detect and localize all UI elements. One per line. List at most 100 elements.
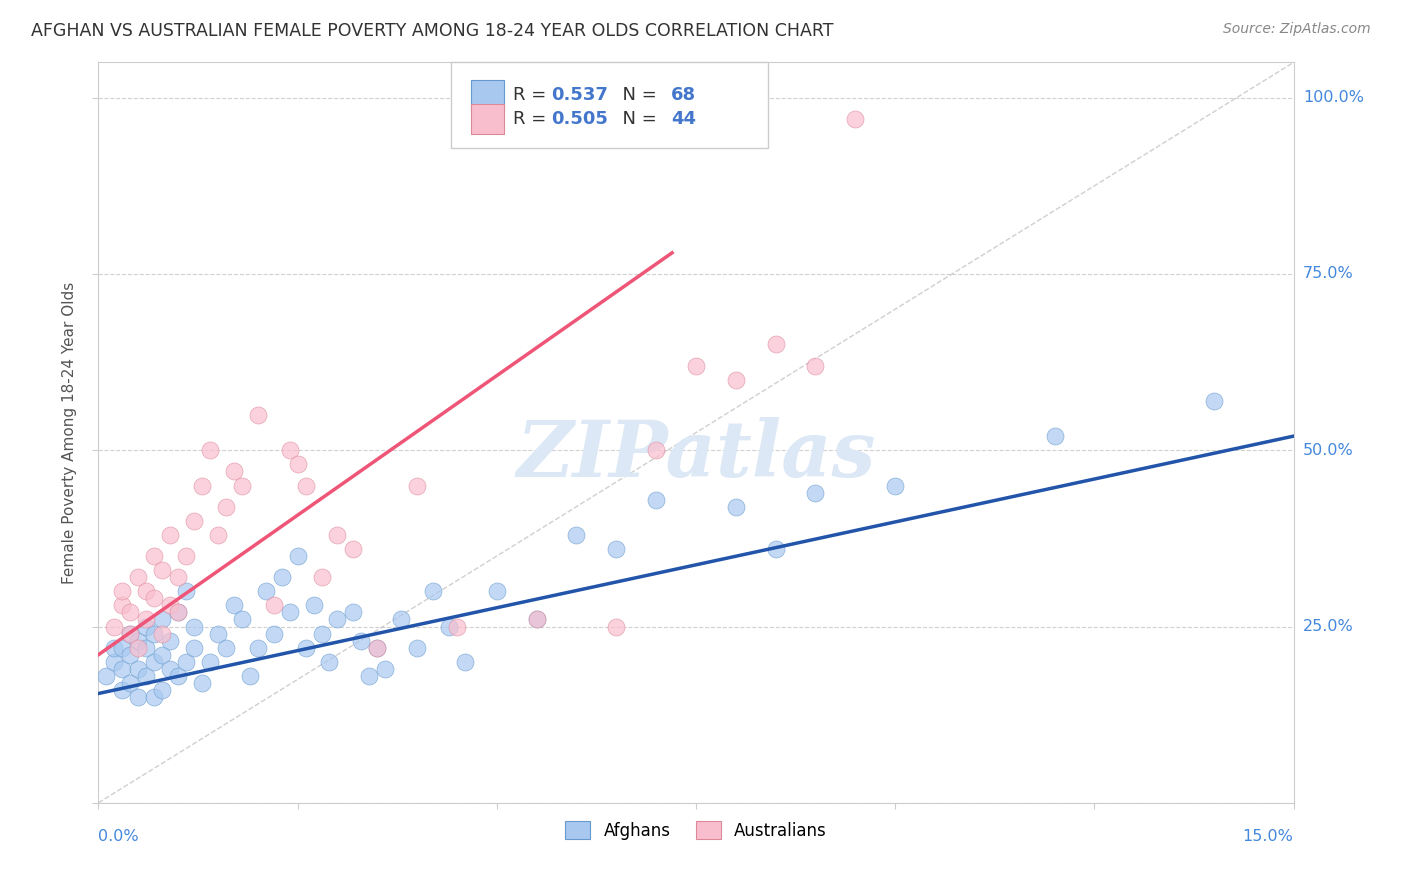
Point [231, 478, 253, 492]
Point [724, 500, 747, 514]
Point [222, 599, 245, 613]
Text: 68: 68 [671, 86, 696, 104]
Point [120, 626, 142, 640]
Text: 0.0%: 0.0% [98, 829, 139, 844]
Point [239, 669, 262, 683]
Point [150, 626, 173, 640]
Point [359, 669, 381, 683]
Point [437, 619, 460, 633]
Point [143, 549, 166, 563]
Point [765, 541, 787, 556]
Point [685, 359, 707, 373]
FancyBboxPatch shape [471, 80, 503, 110]
Point [287, 458, 309, 472]
Text: 0.537: 0.537 [551, 86, 609, 104]
Point [120, 606, 142, 620]
Point [135, 584, 157, 599]
Point [103, 619, 125, 633]
Text: R =: R = [513, 110, 553, 128]
Point [270, 570, 292, 584]
Point [278, 606, 301, 620]
Point [111, 662, 134, 676]
Point [246, 640, 269, 655]
Point [311, 626, 333, 640]
Point [150, 563, 173, 577]
Point [215, 500, 238, 514]
Point [111, 584, 134, 599]
Point [150, 683, 173, 698]
FancyBboxPatch shape [451, 62, 768, 147]
Point [804, 485, 827, 500]
Point [374, 662, 396, 676]
Text: R =: R = [513, 86, 553, 104]
Text: 75.0%: 75.0% [1303, 267, 1354, 282]
Point [765, 337, 787, 351]
Point [526, 612, 548, 626]
Point [454, 655, 477, 669]
Point [311, 570, 333, 584]
Point [645, 443, 668, 458]
Point [422, 584, 444, 599]
Point [111, 640, 134, 655]
Point [183, 640, 205, 655]
Point [318, 655, 340, 669]
Point [1202, 393, 1225, 408]
Point [645, 492, 668, 507]
Point [207, 528, 229, 542]
Point [884, 478, 907, 492]
Point [287, 549, 309, 563]
Point [724, 373, 747, 387]
Point [127, 690, 149, 704]
Point [350, 633, 373, 648]
Point [183, 514, 205, 528]
Point [167, 669, 190, 683]
Point [127, 570, 149, 584]
Point [844, 112, 866, 126]
Point [302, 599, 325, 613]
Text: 15.0%: 15.0% [1243, 829, 1294, 844]
Point [135, 640, 157, 655]
Point [191, 676, 214, 690]
Text: 25.0%: 25.0% [1303, 619, 1354, 634]
Point [135, 619, 157, 633]
Text: 100.0%: 100.0% [1303, 90, 1364, 105]
Point [246, 408, 269, 422]
Point [150, 612, 173, 626]
Legend: Afghans, Australians: Afghans, Australians [558, 814, 834, 847]
Text: Source: ZipAtlas.com: Source: ZipAtlas.com [1223, 22, 1371, 37]
Point [135, 669, 157, 683]
Point [215, 640, 238, 655]
Text: 50.0%: 50.0% [1303, 442, 1354, 458]
Point [143, 655, 166, 669]
Point [167, 606, 190, 620]
Point [389, 612, 412, 626]
Text: N =: N = [612, 110, 662, 128]
Point [143, 690, 166, 704]
Point [366, 640, 388, 655]
Point [174, 584, 197, 599]
Point [263, 626, 285, 640]
Point [174, 655, 197, 669]
Point [183, 619, 205, 633]
Point [150, 648, 173, 662]
Point [406, 640, 429, 655]
Point [135, 612, 157, 626]
Y-axis label: Female Poverty Among 18-24 Year Olds: Female Poverty Among 18-24 Year Olds [62, 282, 77, 583]
Point [294, 478, 316, 492]
Point [159, 633, 181, 648]
Text: N =: N = [612, 86, 662, 104]
Point [804, 359, 827, 373]
Point [526, 612, 548, 626]
Point [143, 626, 166, 640]
Point [222, 464, 245, 478]
Point [120, 626, 142, 640]
Point [263, 599, 285, 613]
Point [103, 655, 125, 669]
Point [254, 584, 277, 599]
Point [198, 655, 221, 669]
Point [605, 619, 627, 633]
Point [326, 612, 349, 626]
Point [159, 662, 181, 676]
Point [174, 549, 197, 563]
Point [485, 584, 508, 599]
